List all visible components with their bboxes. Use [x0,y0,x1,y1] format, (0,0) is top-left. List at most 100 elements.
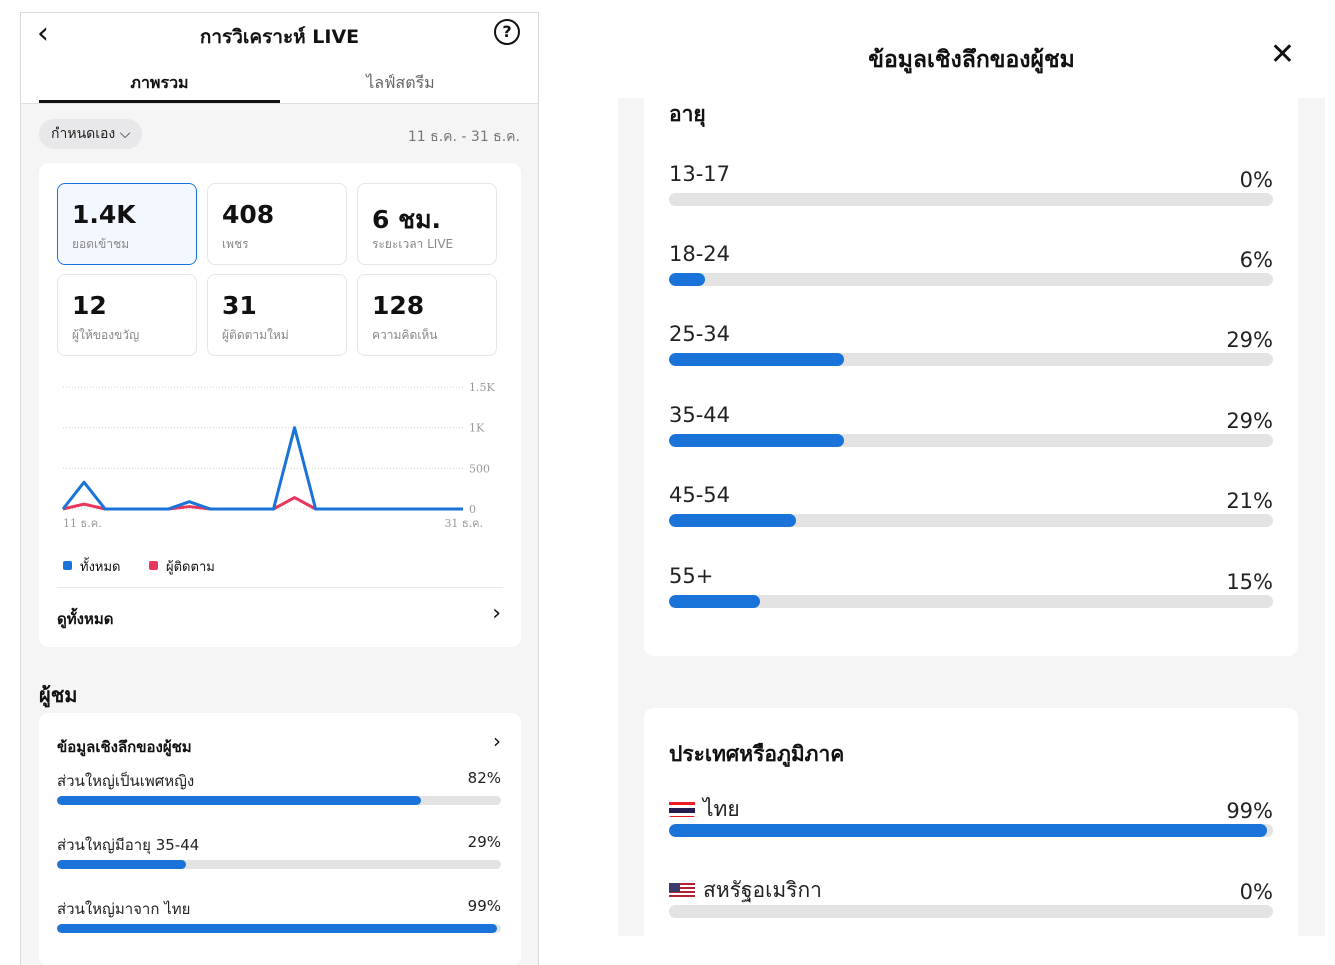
progress-fill [669,434,845,447]
date-range-dropdown-label: กำหนดเอง [51,126,116,142]
stat-card-gifters[interactable]: 12 ผู้ให้ของขวัญ [57,274,197,356]
stat-label: ยอดเข้าชม [72,237,130,251]
country-label: สหรัฐอเมริกา [703,878,822,902]
insight-percent: 99% [467,897,501,915]
age-percent: 6% [1239,248,1273,272]
age-row: 25-34 29% [669,322,1273,382]
country-heading: ประเทศหรือภูมิภาค [669,742,845,766]
age-row: 18-24 6% [669,242,1273,302]
age-row: 55+ 15% [669,564,1273,624]
progress-fill [669,824,1267,837]
overview-card: 1.4K ยอดเข้าชม 408 เพชร 6 ชม. ระยะเวลา L… [39,163,521,647]
stat-label: ระยะเวลา LIVE [372,237,454,251]
stat-label: ผู้ให้ของขวัญ [72,328,140,342]
progress-track [669,905,1273,918]
back-chevron-icon[interactable]: ‹ [37,16,49,51]
insight-label: ส่วนใหญ่มาจาก ไทย [57,900,191,918]
stat-card-comments[interactable]: 128 ความคิดเห็น [357,274,497,356]
progress-fill [669,353,845,366]
series-line-followers [62,496,463,511]
divider [21,103,538,104]
y-tick-label: 1.5K [469,381,495,394]
progress-fill [669,273,706,286]
progress-fill [669,595,760,608]
age-percent: 0% [1239,168,1273,192]
top-bar: ‹ การวิเคราะห์ LIVE ? ภาพรวม ไลฟ์สตรีม [21,13,538,104]
tab-overview[interactable]: ภาพรวม [130,73,189,92]
country-card: ประเทศหรือภูมิภาค ไทย 99% สหรัฐอเมริกา 0… [644,708,1298,936]
see-all-link[interactable]: ดูทั้งหมด [57,610,114,628]
progress-track [669,824,1273,837]
viewer-insights-card[interactable]: ข้อมูลเชิงลึกของผู้ชม › ส่วนใหญ่เป็นเพศห… [39,713,521,965]
progress-track [669,595,1273,608]
age-label: 35-44 [669,403,731,427]
divider [57,587,503,588]
progress-track [669,434,1273,447]
progress-track [57,796,501,805]
y-tick-label: 500 [469,462,490,475]
help-icon[interactable]: ? [494,19,520,45]
age-row: 13-17 0% [669,162,1273,222]
age-percent: 21% [1226,489,1273,513]
insight-row-gender: ส่วนใหญ่เป็นเพศหญิง 82% [57,769,501,809]
country-percent: 0% [1239,880,1273,904]
close-icon[interactable]: ✕ [1269,37,1295,72]
stat-value: 12 [72,291,107,320]
age-row: 35-44 29% [669,403,1273,463]
insight-label: ส่วนใหญ่มีอายุ 35-44 [57,836,200,854]
stat-card-views[interactable]: 1.4K ยอดเข้าชม [57,183,197,265]
legend-label: ผู้ติดตาม [166,560,215,575]
progress-fill [669,514,796,527]
legend-item-followers: ผู้ติดตาม [149,556,215,577]
country-label: ไทย [703,797,740,821]
progress-track [669,193,1273,206]
progress-track [57,924,501,933]
progress-track [669,273,1273,286]
progress-track [669,353,1273,366]
age-label: 13-17 [669,162,731,186]
progress-fill [57,924,497,933]
tab-bar: ภาพรวม ไลฟ์สตรีม [21,67,538,103]
stat-card-new-followers[interactable]: 31 ผู้ติดตามใหม่ [207,274,347,356]
stat-value: 6 ชม. [372,205,442,234]
progress-track [57,860,501,869]
age-percent: 29% [1226,409,1273,433]
legend-swatch [63,561,72,570]
chevron-right-icon[interactable]: › [492,601,501,626]
legend-swatch [149,561,158,570]
date-range-text: 11 ธ.ค. - 31 ธ.ค. [407,129,520,145]
stat-value: 128 [372,291,425,320]
insight-percent: 29% [467,833,501,851]
age-label: 55+ [669,564,714,588]
progress-fill [57,796,422,805]
age-label: 25-34 [669,322,731,346]
insight-row-country: ส่วนใหญ่มาจาก ไทย 99% [57,897,501,937]
progress-fill [57,860,186,869]
stat-card-diamonds[interactable]: 408 เพชร [207,183,347,265]
age-card: อายุ 13-17 0% 18-24 6% 25-34 29% 35-44 2… [644,84,1298,656]
stat-card-live-duration[interactable]: 6 ชม. ระยะเวลา LIVE [357,183,497,265]
age-label: 45-54 [669,483,731,507]
stat-value: 408 [222,200,275,229]
viewers-heading: ผู้ชม [39,683,78,707]
x-tick-label: 11 ธ.ค. [63,517,102,530]
chevron-right-icon[interactable]: › [493,729,501,753]
chevron-down-icon: ⌵ [119,126,131,142]
date-range-dropdown[interactable]: กำหนดเอง ⌵ [39,119,143,149]
country-row: สหรัฐอเมริกา 0% [669,874,1273,934]
insight-label: ส่วนใหญ่เป็นเพศหญิง [57,772,195,790]
stat-value: 31 [222,291,257,320]
live-analytics-panel: ‹ การวิเคราะห์ LIVE ? ภาพรวม ไลฟ์สตรีม ก… [20,12,539,965]
country-row: ไทย 99% [669,793,1273,853]
progress-track [669,514,1273,527]
active-tab-indicator [39,100,280,103]
viewer-insights-sheet: ข้อมูลเชิงลึกของผู้ชม ✕ อายุ 13-17 0% 18… [618,20,1325,936]
x-tick-label: 31 ธ.ค. [444,517,483,530]
tab-livestream[interactable]: ไลฟ์สตรีม [366,73,435,92]
age-percent: 15% [1226,570,1273,594]
page-title: การวิเคราะห์ LIVE [199,26,360,48]
insight-title: ข้อมูลเชิงลึกของผู้ชม [57,738,192,756]
age-heading: อายุ [669,102,706,126]
views-line-chart: 1.5K 1K 500 0 11 ธ.ค. 31 ธ.ค. [61,381,495,530]
stat-label: ผู้ติดตามใหม่ [222,328,289,342]
